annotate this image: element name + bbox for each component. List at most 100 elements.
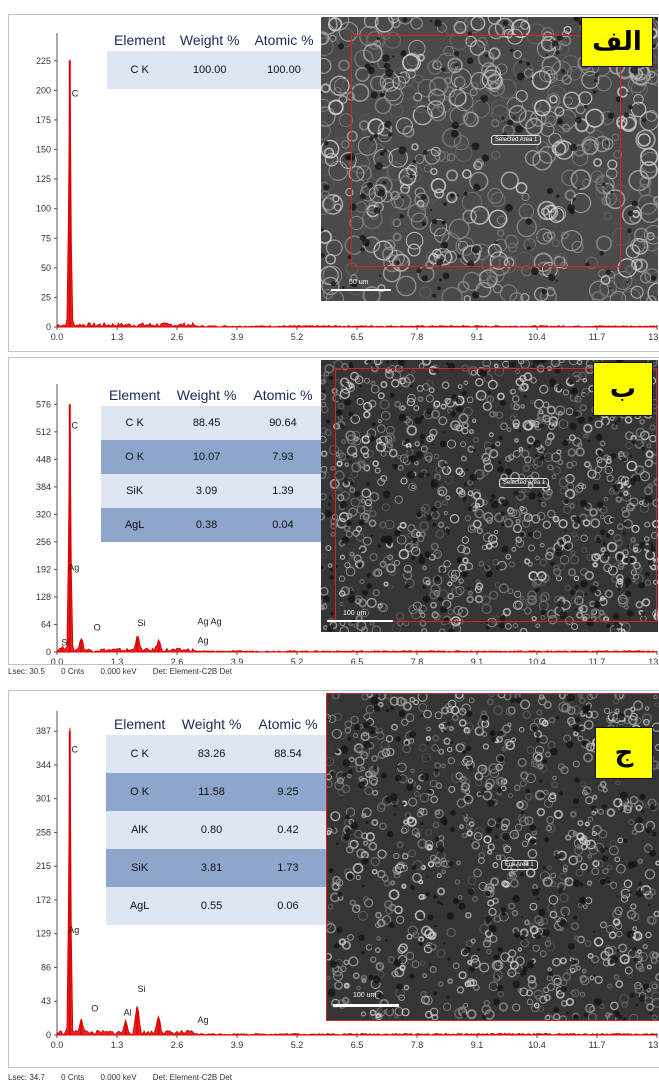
- sem-pore: [445, 528, 450, 534]
- sem-grain: [407, 778, 414, 784]
- sem-grain: [321, 512, 326, 521]
- sem-grain: [449, 514, 460, 524]
- sem-grain: [453, 21, 467, 35]
- sem-grain: [552, 515, 560, 523]
- sem-grain: [360, 751, 369, 760]
- sem-grain: [371, 754, 379, 762]
- sem-grain: [624, 966, 633, 975]
- sem-grain: [473, 832, 483, 841]
- scale-bar-label: 50 um: [349, 279, 369, 286]
- full-area-label: Full Area 1: [501, 860, 538, 870]
- sem-pore: [609, 715, 613, 719]
- sem-grain: [324, 147, 335, 158]
- sem-grain: [563, 25, 572, 34]
- sem-pore: [540, 609, 546, 615]
- sem-pore: [587, 869, 590, 872]
- sem-grain: [437, 521, 445, 528]
- y-tick-label: 215: [36, 861, 51, 871]
- sem-grain: [429, 943, 437, 951]
- sem-pore: [572, 879, 581, 887]
- sem-grain: [455, 467, 464, 476]
- sem-grain: [410, 546, 421, 557]
- sem-pore: [501, 906, 507, 912]
- sem-pore: [509, 48, 514, 53]
- sem-pore: [644, 571, 650, 577]
- sem-grain: [500, 823, 509, 831]
- sem-grain: [389, 696, 399, 706]
- sem-pore: [631, 439, 637, 445]
- sem-grain: [489, 432, 494, 438]
- sem-grain: [321, 194, 333, 216]
- sem-grain: [321, 564, 326, 571]
- sem-pore: [422, 595, 430, 603]
- table-cell: C K: [101, 406, 169, 440]
- sem-grain: [619, 994, 629, 1004]
- sem-pore: [326, 625, 334, 632]
- sem-pore: [573, 17, 581, 22]
- sem-grain: [508, 454, 515, 461]
- sem-grain: [364, 499, 373, 507]
- sem-grain: [595, 75, 612, 92]
- sem-grain: [364, 786, 373, 795]
- sem-grain: [468, 697, 475, 704]
- sem-pore: [510, 698, 516, 704]
- sem-grain: [411, 369, 416, 374]
- table-header-atomic: Atomic %: [244, 384, 321, 406]
- sem-grain: [433, 188, 445, 199]
- sem-grain: [379, 399, 390, 410]
- sem-grain: [581, 547, 588, 553]
- sem-grain: [487, 818, 496, 827]
- sem-grain: [577, 694, 583, 699]
- sem-grain: [621, 1001, 629, 1009]
- sem-grain: [388, 448, 398, 458]
- sem-grain: [571, 192, 591, 213]
- sem-grain: [418, 743, 427, 752]
- sem-grain: [344, 727, 352, 734]
- sem-grain: [548, 716, 556, 724]
- sem-grain: [389, 435, 396, 442]
- sem-grain: [408, 849, 416, 858]
- sem-grain: [600, 275, 611, 286]
- x-tick-label: 9.1: [471, 657, 484, 664]
- sem-grain: [562, 534, 572, 544]
- sem-grain: [337, 402, 345, 410]
- sem-grain: [422, 973, 427, 979]
- sem-pore: [322, 390, 326, 394]
- sem-grain: [333, 422, 341, 430]
- sem-pore: [467, 260, 475, 268]
- sem-pore: [556, 600, 564, 608]
- sem-pore: [538, 887, 542, 891]
- table-cell: AlK: [106, 811, 174, 849]
- sem-grain: [635, 600, 643, 609]
- sem-grain: [402, 701, 413, 711]
- sem-pore: [641, 446, 646, 451]
- sem-grain: [466, 824, 472, 830]
- sem-grain: [321, 106, 336, 127]
- sem-pore: [628, 104, 633, 110]
- sem-grain: [488, 590, 499, 600]
- sem-pore: [654, 17, 658, 21]
- y-tick-label: 75: [41, 233, 51, 243]
- sem-grain: [523, 455, 532, 464]
- sem-grain: [646, 964, 652, 970]
- y-tick-label: 128: [36, 592, 51, 602]
- sem-grain: [618, 597, 629, 608]
- sem-grain: [416, 810, 424, 818]
- sem-pore: [642, 118, 647, 123]
- sem-grain: [486, 395, 494, 403]
- sem-grain: [547, 204, 556, 213]
- sem-grain: [565, 834, 572, 841]
- y-tick-label: 172: [36, 895, 51, 905]
- sem-pore: [485, 626, 490, 630]
- sem-pore: [471, 484, 474, 488]
- table-cell: 1.39: [244, 474, 321, 508]
- sem-pore: [383, 148, 388, 153]
- sem-grain: [412, 860, 423, 871]
- sem-grain: [412, 931, 420, 939]
- sem-grain: [608, 488, 616, 495]
- sem-grain: [397, 71, 411, 84]
- sem-pore: [531, 267, 539, 276]
- sem-pore: [387, 132, 393, 137]
- sem-grain: [364, 377, 370, 384]
- sem-grain: [616, 116, 628, 128]
